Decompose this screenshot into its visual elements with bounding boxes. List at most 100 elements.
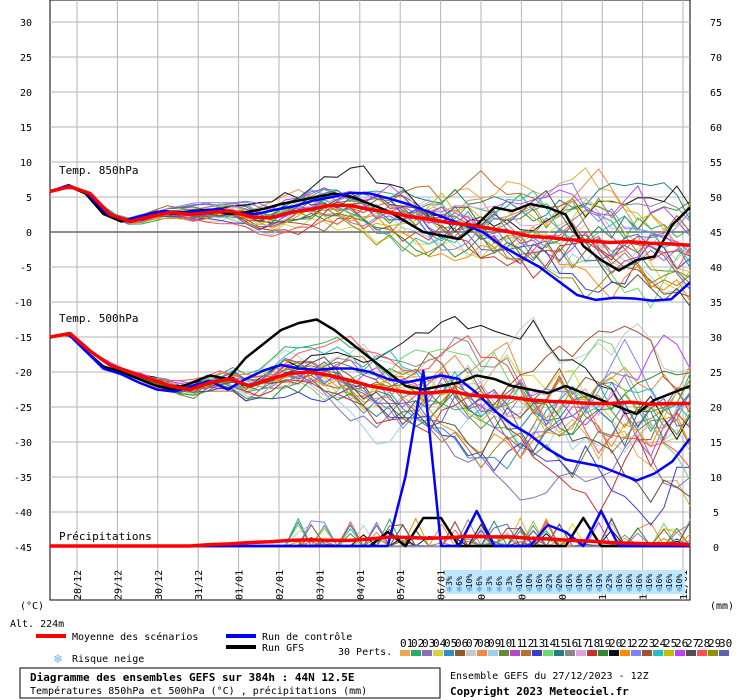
pert-08-t850-line [49, 168, 691, 256]
pert-swatch [488, 650, 498, 656]
snow-risk-percent: 16% [625, 574, 634, 589]
snowflake-icon: ❄ [516, 585, 523, 594]
pert-number: 26 [675, 637, 688, 650]
snow-risk-percent: 6% [495, 576, 504, 586]
snow-risk-percent: 19% [595, 574, 604, 589]
pert-swatch [510, 650, 520, 656]
snow-risk-percent: 23% [605, 574, 614, 589]
left-tick-label: -5 [20, 263, 32, 274]
left-tick-label: -20 [14, 368, 32, 379]
run-info: Ensemble GEFS du 27/12/2023 - 12Z [450, 671, 649, 682]
main-series [49, 183, 691, 548]
snowflake-icon: ❄ [616, 585, 623, 594]
left-tick-label: 0 [26, 228, 32, 239]
snowflake-icon: ❄ [546, 585, 553, 594]
pert-swatch [466, 650, 476, 656]
snowflake-icon: ❄ [476, 585, 483, 594]
snow-risk-percent: 16% [535, 574, 544, 589]
left-tick-label: 30 [20, 18, 32, 29]
right-tick-label: 70 [710, 53, 722, 64]
snowflake-icon: ❄ [596, 585, 603, 594]
left-tick-label: -35 [14, 473, 32, 484]
pert-03-t500-line [49, 334, 691, 501]
pert-number: 28 [697, 637, 710, 650]
pert-number: 13 [532, 637, 545, 650]
snowflake-icon: ❄ [486, 585, 493, 594]
right-tick-label: 20 [710, 403, 722, 414]
snowflake-icon: ❄ [646, 585, 653, 594]
panel-label-t500: Temp. 500hPa [59, 312, 138, 325]
legend-control-label: Run de contrôle [262, 631, 352, 643]
left-tick-label: -10 [14, 298, 32, 309]
snow-risk-percent: 3% [505, 576, 514, 586]
left-tick-label: -40 [14, 508, 32, 519]
pert-swatch [532, 650, 542, 656]
snowflake-icon: ❄ [466, 585, 473, 594]
pert-number: 16 [565, 637, 578, 650]
x-date-label: 28/12 [73, 570, 84, 600]
snow-risk-percent: 20% [555, 574, 564, 589]
pert-number: 29 [708, 637, 721, 650]
chart-title: Diagramme des ensembles GEFS sur 384h : … [30, 671, 355, 684]
gfs-t500-line [49, 318, 691, 416]
snowflake-icon: ❄ [636, 585, 643, 594]
snowflake-icon: ❄ [606, 585, 613, 594]
snow-risk-percent: 16% [635, 574, 644, 589]
snowflake-icon: ❄ [666, 585, 673, 594]
snow-risk-percent: 16% [615, 574, 624, 589]
pert-number: 22 [631, 637, 644, 650]
x-date-label: 02/01 [275, 570, 286, 600]
snowflake-icon: ❄ [676, 585, 683, 594]
pert-swatch [433, 650, 443, 656]
x-date-label: 29/12 [113, 570, 124, 600]
x-date-label: 30/12 [154, 570, 165, 600]
left-tick-label: 10 [20, 158, 32, 169]
pert-number: 27 [686, 637, 699, 650]
pert-swatch [664, 650, 674, 656]
title-box [19, 667, 441, 699]
snow-risk-percent: 10% [525, 574, 534, 589]
right-tick-label: 35 [710, 298, 722, 309]
pert-swatch [653, 650, 663, 656]
pert-swatch [697, 650, 707, 656]
legend-gfs-label: Run GFS [262, 643, 304, 654]
snowflake-icon: ❄ [576, 585, 583, 594]
left-tick-label: -15 [14, 333, 32, 344]
right-tick-label: 40 [710, 263, 722, 274]
pert-swatch [400, 650, 410, 656]
pert-swatch [620, 650, 630, 656]
x-date-label: 04/01 [356, 570, 367, 600]
left-tick-label: -45 [14, 543, 32, 554]
pert-swatch [587, 650, 597, 656]
left-tick-label: -25 [14, 403, 32, 414]
snow-risk-percent: 16% [645, 574, 654, 589]
pert-number: 25 [664, 637, 677, 650]
altitude-label: Alt. 224m [10, 619, 64, 630]
snow-risk-row: 3%❄6%❄10%❄6%❄3%❄6%❄3%❄10%❄10%❄16%❄23%❄20… [445, 570, 685, 594]
pert-swatch [609, 650, 619, 656]
legend-perts-label: 30 Perts. [338, 647, 392, 658]
copyright: Copyright 2023 Meteociel.fr [450, 685, 629, 698]
snowflake-icon: ❄ [446, 585, 453, 594]
panel-label-t850: Temp. 850hPa [59, 164, 138, 177]
pert-number: 09 [488, 637, 501, 650]
pert-number: 24 [653, 637, 667, 650]
snow-risk-percent: 3% [485, 576, 494, 586]
pert-swatch [411, 650, 421, 656]
pert-swatch [455, 650, 465, 656]
pert-number: 06 [455, 637, 468, 650]
snow-risk-percent: 16% [665, 574, 674, 589]
snow-risk-percent: 16% [655, 574, 664, 589]
right-tick-label: 60 [710, 123, 722, 134]
legend-snow-label: Risque neige [72, 654, 144, 665]
left-tick-label: 5 [26, 193, 32, 204]
left-axis-unit: (°C) [20, 601, 44, 612]
pert-swatch [719, 650, 729, 656]
pert-number: 17 [576, 637, 589, 650]
pert-number: 03 [422, 637, 435, 650]
snowflake-icon: ❄ [456, 585, 463, 594]
pert-number: 10 [499, 637, 512, 650]
pert-swatch [477, 650, 487, 656]
snow-risk-percent: 10% [675, 574, 684, 589]
pert-number: 05 [444, 637, 457, 650]
